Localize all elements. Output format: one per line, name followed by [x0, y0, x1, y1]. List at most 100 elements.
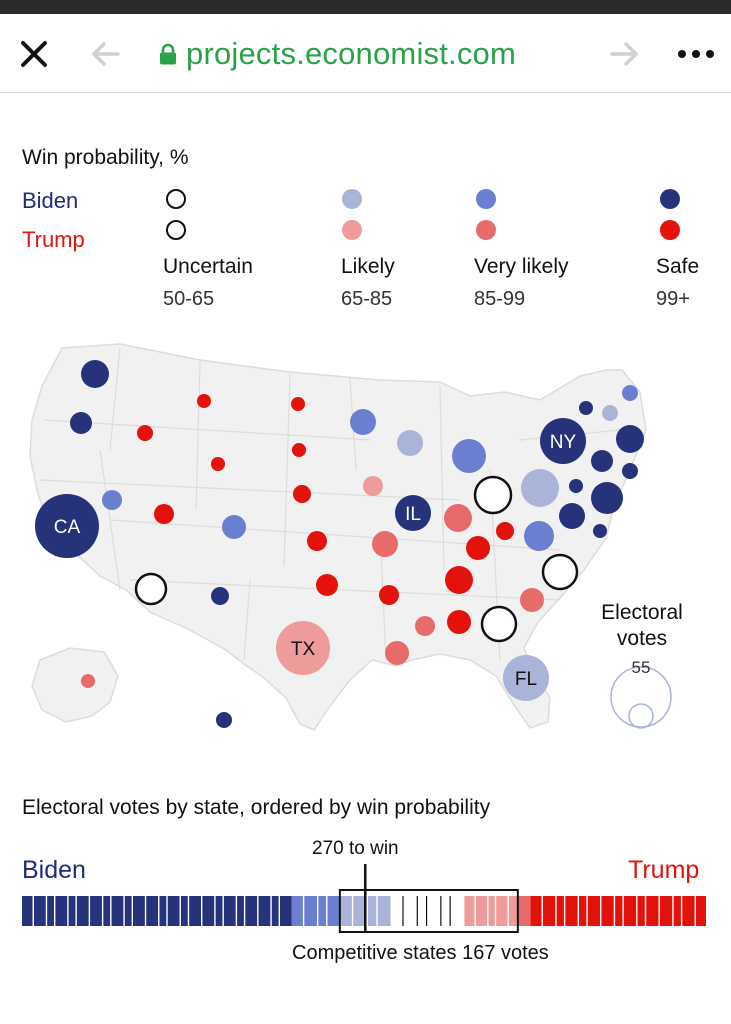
- bar-segment-trump-very-likely: [517, 896, 531, 926]
- state-circle-la: [385, 641, 409, 665]
- size-legend-circle-large: [610, 666, 672, 728]
- address-bar[interactable]: projects.economist.com: [158, 34, 516, 74]
- state-circle-nm: [211, 587, 229, 605]
- legend-dot-trump-safe: [660, 220, 680, 240]
- forward-button[interactable]: [606, 38, 642, 70]
- url-text: projects.economist.com: [186, 36, 517, 71]
- lock-icon: [160, 43, 176, 65]
- bar-chart-title: Electoral votes by state, ordered by win…: [22, 796, 491, 819]
- state-circle-mi: [452, 439, 486, 473]
- state-circle-sc: [520, 588, 544, 612]
- state-circle-ia: [363, 476, 383, 496]
- state-circle-co: [222, 515, 246, 539]
- state-label-tx: TX: [291, 639, 316, 660]
- state-circle-ar: [379, 585, 399, 605]
- state-label-fl: FL: [515, 669, 537, 690]
- state-circle-ca: [35, 494, 99, 558]
- state-circle-wa: [81, 360, 109, 388]
- legend-dot-biden-uncertain: [166, 189, 186, 209]
- state-label-ca: CA: [54, 517, 81, 538]
- legend-dot-trump-very-likely: [476, 220, 496, 240]
- bar-segment-trump-likely: [464, 896, 518, 926]
- more-icon: [678, 50, 714, 58]
- state-label-il: IL: [405, 504, 421, 525]
- back-button[interactable]: [88, 38, 124, 70]
- state-circle-tn: [445, 566, 473, 594]
- bar-segment-uncertain: [390, 896, 465, 926]
- state-circle-fl: [503, 655, 549, 701]
- state-circle-va: [524, 521, 554, 551]
- bar-segment-biden-very-likely: [291, 896, 340, 926]
- legend-dot-trump-likely: [342, 220, 362, 240]
- state-circle-wy: [211, 457, 225, 471]
- legend-category-range: 85-99: [474, 288, 526, 310]
- state-circle-de: [593, 524, 607, 538]
- legend-dot-biden-very-likely: [476, 189, 496, 209]
- competitive-states-label: Competitive states 167 votes: [292, 942, 549, 964]
- legend-category-label: Safe: [656, 255, 700, 278]
- us-map: CA NY IL TX FL: [0, 330, 731, 770]
- state-circles: [35, 360, 644, 728]
- state-circle-az: [134, 572, 168, 606]
- bar-segment-trump-safe: [530, 896, 706, 926]
- state-circle-in: [444, 504, 472, 532]
- legend-title: Win probability, %: [22, 146, 189, 169]
- state-circle-nj: [591, 482, 623, 514]
- state-circle-ne: [293, 485, 311, 503]
- legend-category-label: Very likely: [474, 255, 569, 278]
- back-arrow-icon: [92, 42, 120, 66]
- state-labels: CA NY IL TX FL: [54, 432, 577, 690]
- state-circle-nv: [102, 490, 122, 510]
- state-circle-mn: [350, 409, 376, 435]
- competitive-states-box: [338, 889, 519, 933]
- state-circle-vt: [579, 401, 593, 415]
- legend-biden-label: Biden: [22, 188, 79, 213]
- state-circle-mt: [197, 394, 211, 408]
- state-circle-mo: [372, 531, 398, 557]
- legend-category-range: 65-85: [341, 288, 393, 310]
- legend-dot-trump-uncertain: [166, 220, 186, 240]
- legend-category-label: Uncertain: [163, 255, 253, 278]
- state-circle-wv: [496, 522, 514, 540]
- bar-trump-label: Trump: [628, 856, 700, 884]
- state-circle-ga: [480, 605, 518, 643]
- state-circle-me: [622, 385, 638, 401]
- state-circle-ct: [591, 450, 613, 472]
- state-circle-il: [395, 495, 431, 531]
- state-circle-or: [70, 412, 92, 434]
- close-icon: [21, 41, 47, 67]
- state-circle-nc: [541, 553, 579, 591]
- legend-trump-label: Trump: [22, 227, 85, 252]
- state-circle-dc: [569, 479, 583, 493]
- browser-toolbar: projects.economist.com: [0, 14, 731, 93]
- state-circle-sd: [292, 443, 306, 457]
- electoral-votes-bar: [22, 864, 706, 933]
- state-circle-ak: [81, 674, 95, 688]
- size-legend: [610, 666, 672, 729]
- forward-arrow-icon: [610, 42, 638, 66]
- bar-biden-label: Biden: [22, 856, 86, 884]
- size-legend-value: 55: [631, 658, 651, 677]
- state-circle-oh: [473, 475, 513, 515]
- legend-category-range: 50-65: [163, 288, 215, 310]
- state-circle-ut: [154, 504, 174, 524]
- state-label-ny: NY: [550, 432, 577, 453]
- us-map-svg: CA NY IL TX FL: [29, 343, 672, 731]
- legend-category-range: 99+: [656, 288, 690, 310]
- close-button[interactable]: [16, 36, 52, 72]
- state-circle-al: [447, 610, 471, 634]
- state-circle-nd: [291, 397, 305, 411]
- state-circle-ks: [307, 531, 327, 551]
- legend-category-label: Likely: [341, 255, 395, 278]
- state-circle-id: [137, 425, 153, 441]
- state-circle-nh: [602, 405, 618, 421]
- status-bar: [0, 0, 731, 14]
- size-legend-title: Electoral votes: [601, 601, 683, 650]
- more-button[interactable]: [672, 40, 720, 68]
- state-circle-ny: [540, 418, 586, 464]
- state-circle-tx: [276, 621, 330, 675]
- state-circle-wi: [397, 430, 423, 456]
- state-circle-ri: [622, 463, 638, 479]
- state-circle-ok: [316, 574, 338, 596]
- size-legend-circle-small: [628, 703, 654, 729]
